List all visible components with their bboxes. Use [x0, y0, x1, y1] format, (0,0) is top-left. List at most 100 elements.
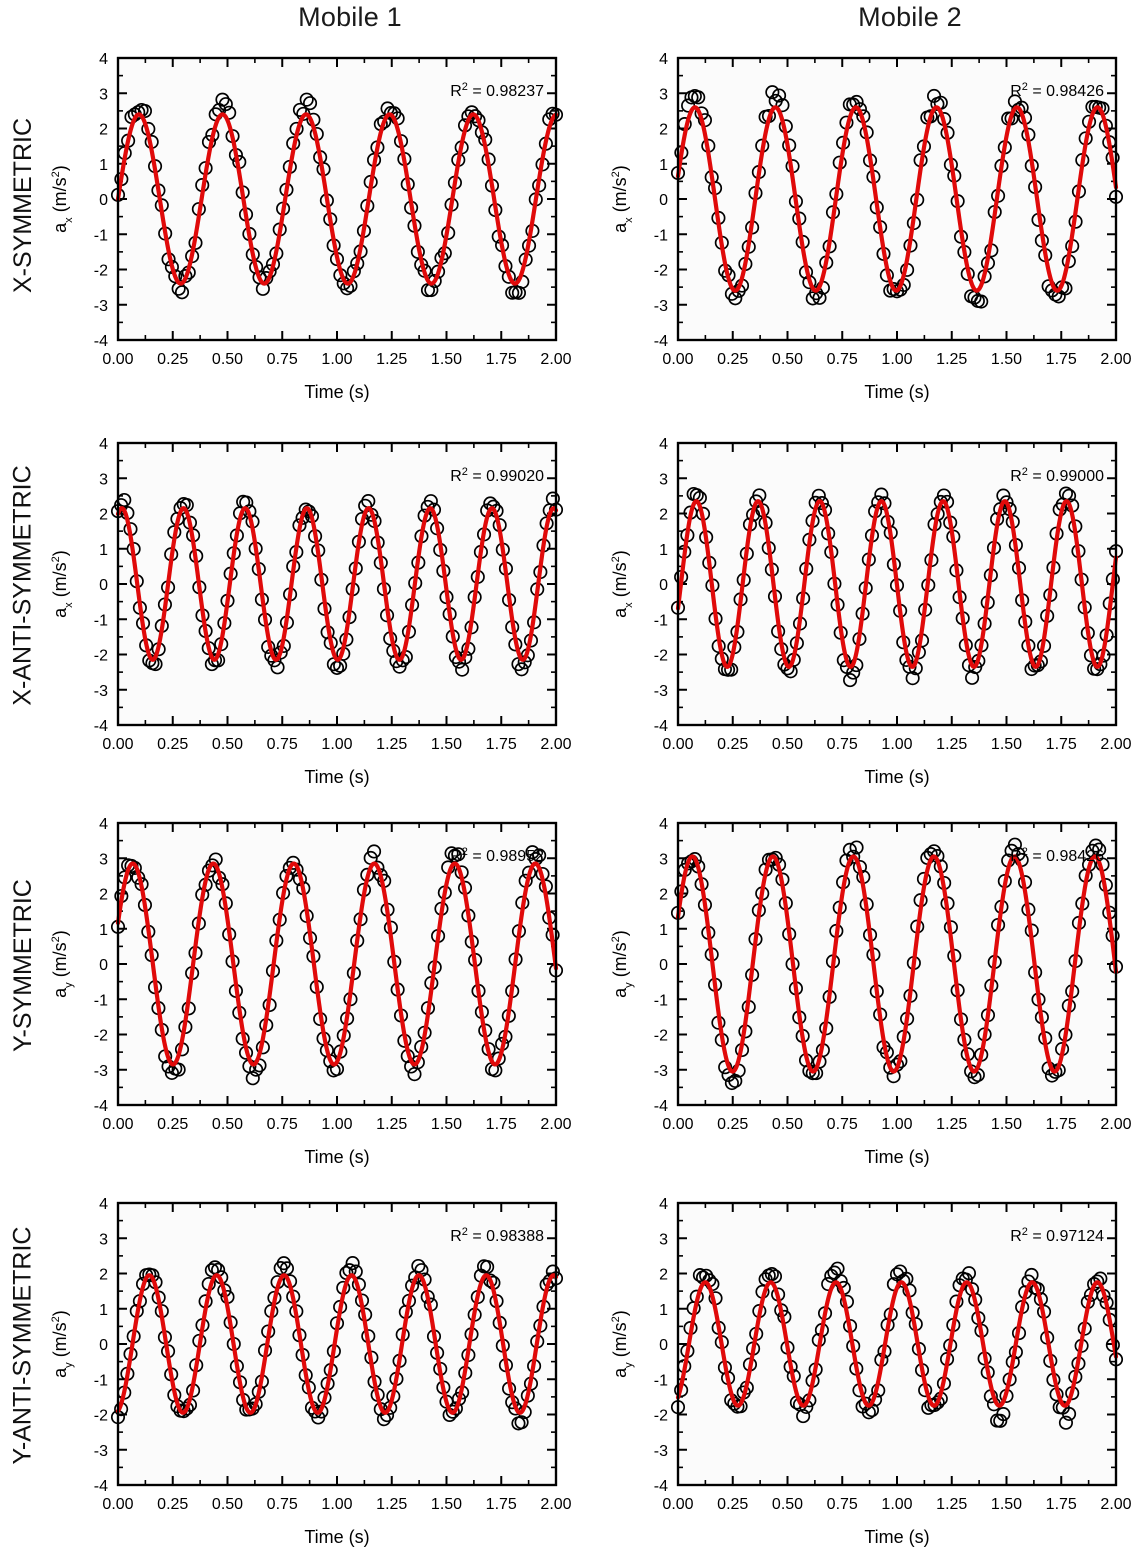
r-squared-annotation: R2 = 0.98426 [1010, 81, 1104, 100]
y-tick-label: 1 [99, 542, 108, 559]
r-squared-annotation: R2 = 0.99020 [450, 466, 544, 485]
x-tick-label: 0.25 [157, 1496, 188, 1513]
x-tick-label: 1.00 [881, 1116, 912, 1133]
x-axis: 0.00 0.25 0.50 0.75 1.00 1.25 1.50 1.75 2.00 [662, 58, 1132, 368]
x-tick-label: 1.50 [991, 1116, 1022, 1133]
x-tick-label: 2.00 [1100, 1116, 1131, 1133]
y-tick-label: -3 [654, 683, 668, 700]
y-axis: -4 -3 -2 -1 0 1 2 3 4 [654, 51, 1116, 350]
x-tick-label: 0.50 [772, 736, 803, 753]
y-axis-title: ax (m/s2) [50, 165, 75, 233]
y-tick-label: 4 [99, 51, 108, 68]
y-tick-label: -3 [94, 1063, 108, 1080]
y-tick-label: -2 [94, 1028, 108, 1045]
y-tick-label: 0 [659, 577, 668, 594]
x-tick-label: 1.25 [376, 351, 407, 368]
plot-frame-overlay [676, 1201, 1118, 1487]
y-tick-label: 2 [99, 122, 108, 139]
x-tick-label: 1.50 [991, 736, 1022, 753]
fit-curve [675, 1280, 1119, 1408]
x-tick-label: 1.75 [486, 351, 517, 368]
x-tick-label: 0.75 [267, 1116, 298, 1133]
x-tick-label: 0.00 [102, 736, 133, 753]
y-tick-label: 2 [659, 887, 668, 904]
x-tick-label: 1.25 [936, 736, 967, 753]
x-tick-label: 0.75 [827, 736, 858, 753]
y-axis: -4 -3 -2 -1 0 1 2 3 4 [94, 436, 556, 735]
y-tick-label: 2 [659, 122, 668, 139]
x-tick-label: 0.75 [827, 1496, 858, 1513]
y-tick-label: -4 [654, 1478, 668, 1495]
y-tick-label: 1 [99, 157, 108, 174]
y-tick-label: -4 [94, 718, 108, 735]
x-axis: 0.00 0.25 0.50 0.75 1.00 1.25 1.50 1.75 2.00 [102, 443, 572, 753]
y-tick-label: -1 [94, 992, 108, 1009]
x-tick-label: 0.25 [157, 1116, 188, 1133]
x-tick-label: 2.00 [540, 1116, 571, 1133]
y-axis: -4 -3 -2 -1 0 1 2 3 4 [654, 816, 1116, 1115]
y-tick-label: 2 [99, 1267, 108, 1284]
x-axis: 0.00 0.25 0.50 0.75 1.00 1.25 1.50 1.75 2.00 [102, 823, 572, 1133]
x-tick-label: 1.25 [936, 351, 967, 368]
r-squared-annotation: R2 = 0.97124 [1010, 1226, 1104, 1245]
fit-curve [675, 854, 1119, 1074]
y-tick-label: 4 [659, 51, 668, 68]
y-tick-label: -3 [654, 298, 668, 315]
y-tick-label: -1 [654, 1372, 668, 1389]
y-tick-label: -3 [94, 298, 108, 315]
r-squared-annotation: R2 = 0.99000 [1010, 466, 1104, 485]
plot-frame [676, 56, 1118, 342]
x-tick-label: 0.00 [662, 351, 693, 368]
x-tick-label: 2.00 [540, 351, 571, 368]
x-axis-title: Time (s) [304, 767, 369, 787]
x-tick-label: 0.50 [772, 1496, 803, 1513]
plot-frame [116, 441, 558, 727]
y-tick-label: 1 [99, 1302, 108, 1319]
y-tick-label: -1 [654, 227, 668, 244]
x-tick-label: 1.00 [321, 1116, 352, 1133]
y-tick-label: -3 [654, 1443, 668, 1460]
y-axis-title: ay (m/s2) [610, 930, 635, 998]
y-tick-label: 0 [659, 957, 668, 974]
x-tick-label: 1.25 [376, 1116, 407, 1133]
y-tick-label: 2 [659, 1267, 668, 1284]
column-header-mobile-1: Mobile 1 [298, 2, 402, 32]
y-tick-label: -4 [654, 1098, 668, 1115]
y-tick-label: -1 [94, 227, 108, 244]
y-tick-label: -2 [94, 648, 108, 665]
fit-curve [115, 506, 559, 662]
x-tick-label: 0.50 [772, 351, 803, 368]
y-axis-title: ax (m/s2) [610, 165, 635, 233]
y-tick-label: -1 [94, 1372, 108, 1389]
y-tick-label: -4 [94, 1098, 108, 1115]
y-tick-label: -3 [94, 1443, 108, 1460]
y-tick-label: -2 [94, 263, 108, 280]
chart-panel: 0.00 0.25 0.50 0.75 1.00 1.25 1.50 1.75 2.00 -4 -3… [20, 795, 580, 1175]
x-axis: 0.00 0.25 0.50 0.75 1.00 1.25 1.50 1.75 2.00 [662, 1203, 1132, 1513]
chart-panel: 0.00 0.25 0.50 0.75 1.00 1.25 1.50 1.75 2.00 -4 -3… [580, 795, 1140, 1175]
y-tick-label: 0 [99, 1337, 108, 1354]
x-tick-label: 1.50 [991, 351, 1022, 368]
x-tick-label: 1.75 [486, 1116, 517, 1133]
x-tick-label: 0.25 [717, 736, 748, 753]
x-tick-label: 1.25 [376, 1496, 407, 1513]
x-tick-label: 0.75 [827, 351, 858, 368]
x-axis-title: Time (s) [864, 382, 929, 402]
y-tick-label: 1 [659, 157, 668, 174]
y-axis-title: ay (m/s2) [610, 1310, 635, 1378]
x-tick-label: 1.00 [881, 351, 912, 368]
y-tick-label: 4 [659, 436, 668, 453]
x-tick-label: 0.25 [717, 1116, 748, 1133]
x-tick-label: 0.25 [157, 736, 188, 753]
x-tick-label: 1.75 [1046, 1496, 1077, 1513]
x-tick-label: 0.00 [102, 1116, 133, 1133]
x-axis: 0.00 0.25 0.50 0.75 1.00 1.25 1.50 1.75 2.00 [662, 823, 1132, 1133]
chart-panel: 0.00 0.25 0.50 0.75 1.00 1.25 1.50 1.75 2.00 -4 -3… [20, 415, 580, 795]
plot-frame-overlay [116, 441, 558, 727]
y-tick-label: -4 [654, 333, 668, 350]
y-tick-label: -4 [94, 333, 108, 350]
x-axis-title: Time (s) [864, 1147, 929, 1167]
y-tick-label: 2 [99, 507, 108, 524]
x-tick-label: 2.00 [1100, 736, 1131, 753]
fit-curve [115, 112, 559, 286]
